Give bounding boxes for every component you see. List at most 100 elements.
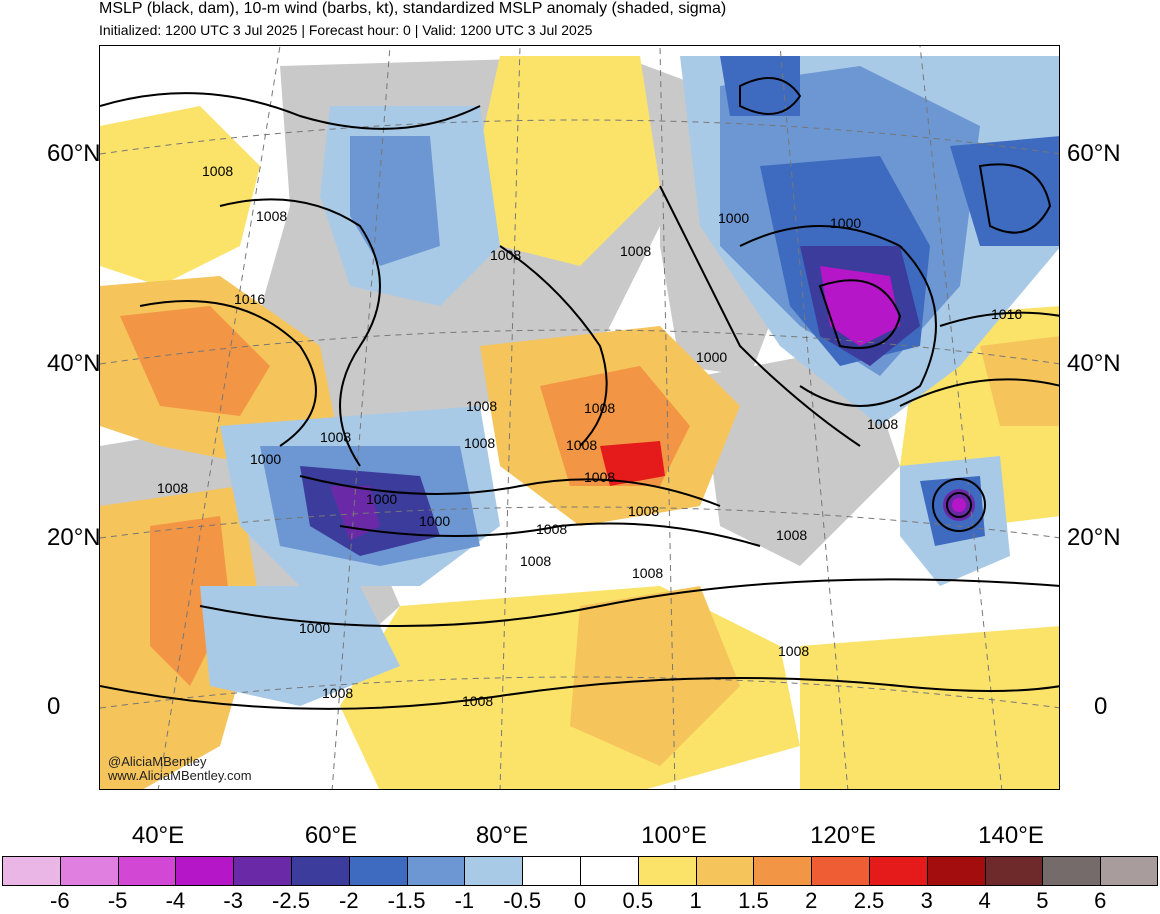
negative-anomaly-area <box>820 266 900 346</box>
colorbar-tick-label: 6 <box>1094 888 1107 913</box>
colorbar-tick-label: 2.5 <box>853 888 885 913</box>
graticule <box>100 46 1059 789</box>
positive-anomaly-area <box>800 626 1059 789</box>
isobars <box>100 77 1059 710</box>
colorbar-tick-label: -2 <box>339 888 359 913</box>
lat-label-left: 40°N <box>47 350 101 377</box>
colorbar-tick-label: -3 <box>223 888 243 913</box>
colorbar-swatch <box>1100 856 1158 886</box>
colorbar-swatch <box>2 856 60 886</box>
isobar-label: 1000 <box>830 215 861 231</box>
isobar-label: 1008 <box>466 398 497 414</box>
negative-anomaly-area <box>720 56 800 116</box>
lat-label-right: 20°N <box>1067 524 1121 551</box>
lon-label: 80°E <box>475 822 529 849</box>
colorbar-swatch <box>406 856 465 886</box>
colorbar-swatch <box>175 856 234 886</box>
colorbar-tick-label: 5 <box>1036 888 1049 913</box>
isobar-label: 1000 <box>299 620 330 636</box>
credit-handle: @AliciaMBentley <box>108 754 207 769</box>
colorbar-swatch <box>233 856 291 886</box>
colorbar-swatch <box>522 856 580 886</box>
isobar-label: 1008 <box>867 416 898 432</box>
negative-anomaly-area <box>200 586 400 706</box>
isobar-label: 1008 <box>536 521 567 537</box>
positive-anomaly-area <box>600 441 665 486</box>
colorbar-tick-label: -6 <box>50 888 70 913</box>
colorbar-tick-label: 1.5 <box>738 888 769 913</box>
isobar-label: 1016 <box>234 291 265 307</box>
colorbar-tick-label: -1 <box>454 888 475 913</box>
colorbar-swatch <box>869 856 927 886</box>
isobar-label: 1000 <box>419 513 450 529</box>
lon-label: 120°E <box>810 822 876 849</box>
lat-label-right: 40°N <box>1067 350 1121 377</box>
positive-anomaly-area <box>570 586 740 766</box>
colorbar-swatch <box>926 856 985 886</box>
isobar-label: 1000 <box>366 491 397 507</box>
isobar-label: 1008 <box>584 469 615 485</box>
colorbar-tick-label: -4 <box>165 888 186 913</box>
colorbar-tick-label: -2.5 <box>272 888 310 913</box>
lon-label: 100°E <box>641 822 707 849</box>
map-title: MSLP (black, dam), 10-m wind (barbs, kt)… <box>99 0 727 17</box>
isobar-label: 1008 <box>632 565 663 581</box>
lon-label: 60°E <box>304 822 358 849</box>
isobar-label: 1008 <box>520 553 551 569</box>
colorbar-swatch <box>348 856 407 886</box>
lat-label-right: 60°N <box>1067 140 1121 167</box>
colorbar-swatch <box>59 856 118 886</box>
isobar-label: 1008 <box>584 400 615 416</box>
isobar-label: 1000 <box>250 451 281 467</box>
colorbar-tick-label: 1 <box>689 888 702 913</box>
isobar-label: 1008 <box>320 429 351 445</box>
positive-anomaly-area <box>980 336 1059 426</box>
colorbar-swatch <box>695 856 754 886</box>
colorbar-tick-label: 2 <box>805 888 818 913</box>
isobar-label: 1008 <box>620 243 651 259</box>
colorbar-swatch <box>291 856 349 886</box>
credit-site: www.AliciaMBentley.com <box>108 768 252 783</box>
isobar-label: 1008 <box>778 643 809 659</box>
isobar-label: 1008 <box>566 437 597 453</box>
positive-anomaly-area <box>100 106 260 286</box>
colorbar-tick-label: -5 <box>107 888 128 913</box>
map-panel: 1008 1008 1016 1008 1008 1000 1008 1000 … <box>99 45 1060 790</box>
colorbar-tick-label: -1.5 <box>387 888 426 913</box>
isobar-label: 1000 <box>696 349 727 365</box>
negative-anomaly-area <box>350 136 440 266</box>
colorbar-swatch <box>1042 856 1101 886</box>
lon-label: 140°E <box>978 822 1044 849</box>
colorbar-swatch <box>580 856 638 886</box>
colorbar-tick-label: -0.5 <box>503 888 542 913</box>
colorbar-tick-label: 3 <box>920 888 933 913</box>
isobar-label: 1008 <box>462 693 493 709</box>
typhoon-eye <box>952 498 966 512</box>
isobar-label: 1016 <box>991 306 1022 322</box>
isobar-label: 1008 <box>256 208 287 224</box>
colorbar-tick-label: 0.5 <box>622 888 654 913</box>
lat-label-left: 0 <box>47 693 61 720</box>
colorbar-swatch <box>753 856 812 886</box>
isobar-label: 1008 <box>202 163 233 179</box>
positive-anomaly-area <box>480 56 660 266</box>
lat-label-left: 60°N <box>47 140 101 167</box>
map-subtitle: Initialized: 1200 UTC 3 Jul 2025 | Forec… <box>99 22 593 38</box>
isobar-label: 1008 <box>322 685 353 701</box>
colorbar-tick-label: 4 <box>978 888 991 913</box>
lat-label-left: 20°N <box>47 524 101 551</box>
isobar-label: 1008 <box>628 503 659 519</box>
colorbar-swatch <box>117 856 176 886</box>
colorbar-swatch <box>811 856 869 886</box>
isobar-label: 1008 <box>490 247 521 263</box>
isobar-label: 1000 <box>718 210 749 226</box>
lon-label: 40°E <box>131 822 185 849</box>
colorbar-tick-label: 0 <box>573 888 587 913</box>
lat-label-right: 0 <box>1094 693 1108 720</box>
colorbar-swatch <box>637 856 696 886</box>
colorbar-swatch <box>464 856 523 886</box>
map-canvas: 1008 1008 1016 1008 1008 1000 1008 1000 … <box>100 46 1059 789</box>
negative-anomaly-area <box>950 136 1059 246</box>
isobar-label: 1008 <box>464 435 495 451</box>
isobar-label: 1008 <box>776 527 807 543</box>
